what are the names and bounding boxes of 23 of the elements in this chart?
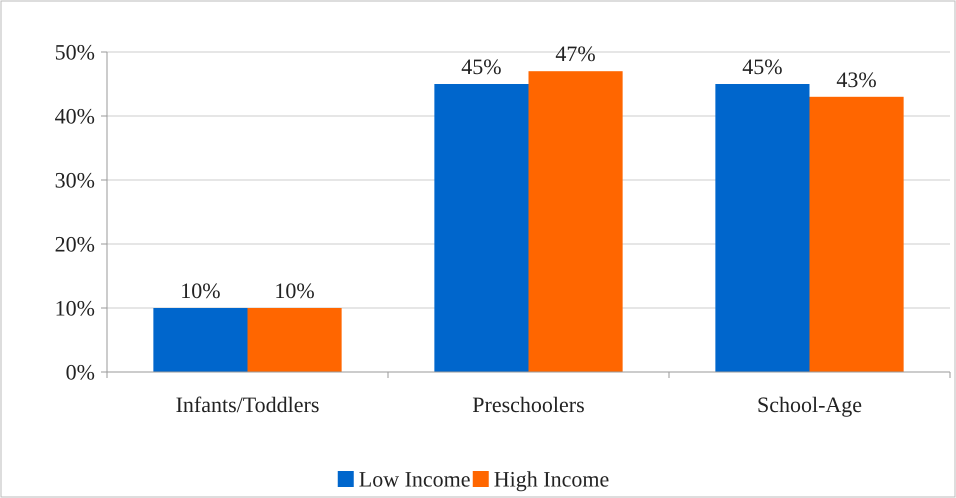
data-label: 45% (742, 54, 783, 79)
y-tick-label: 0% (66, 360, 95, 385)
x-tick-label: Infants/Toddlers (176, 392, 320, 417)
bar (153, 308, 248, 372)
data-label: 45% (461, 54, 502, 79)
y-tick-label: 10% (54, 296, 95, 321)
y-tick-label: 50% (54, 40, 95, 65)
bar (810, 96, 904, 372)
data-label: 43% (836, 66, 877, 92)
data-label: 10% (180, 278, 221, 303)
legend-label: Low Income (358, 466, 471, 492)
bar (528, 71, 623, 372)
bar (715, 84, 810, 372)
x-tick-label: School-Age (756, 392, 862, 417)
y-tick-label: 30% (54, 168, 95, 193)
legend-label: High Income (494, 466, 610, 492)
data-label: 10% (274, 278, 315, 303)
y-tick-label: 20% (54, 232, 95, 257)
y-tick-label: 40% (54, 104, 95, 129)
bar (434, 84, 528, 372)
data-label: 47% (555, 41, 596, 66)
bar (248, 308, 342, 372)
x-tick-label: Preschoolers (472, 392, 585, 417)
